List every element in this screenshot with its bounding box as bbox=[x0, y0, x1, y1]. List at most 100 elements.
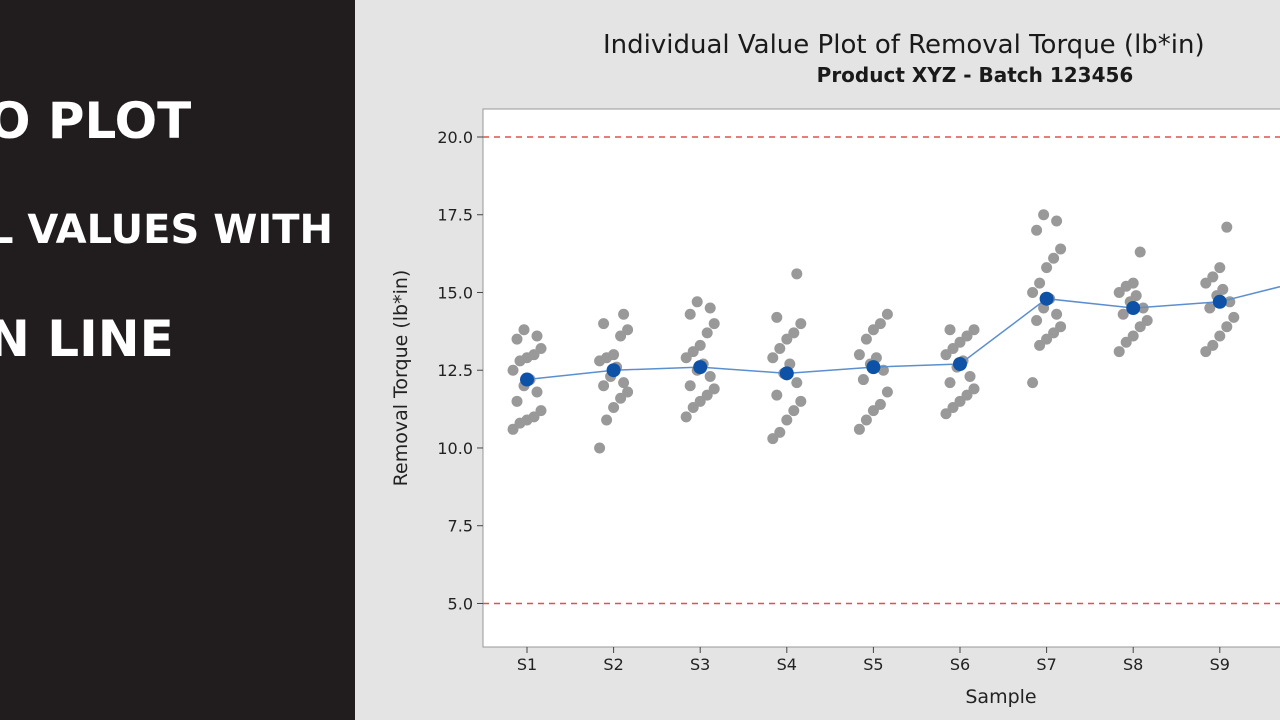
data-point-s3 bbox=[701, 327, 713, 339]
data-point-s1 bbox=[511, 333, 523, 345]
data-point-s9 bbox=[1214, 262, 1226, 274]
data-point-s6 bbox=[968, 324, 980, 336]
data-point-s4 bbox=[791, 377, 803, 389]
mean-marker-s1 bbox=[520, 372, 534, 387]
mean-marker-s5 bbox=[866, 360, 881, 375]
data-point-s1 bbox=[507, 364, 519, 376]
data-point-s2 bbox=[608, 349, 620, 361]
y-tick-label: 5.0 bbox=[448, 594, 473, 613]
data-point-s7 bbox=[1027, 286, 1039, 298]
data-point-s9 bbox=[1207, 271, 1219, 283]
data-point-s1 bbox=[531, 330, 543, 342]
data-point-s8 bbox=[1113, 346, 1125, 358]
x-tick-label: S8 bbox=[1123, 655, 1143, 674]
data-point-s8 bbox=[1127, 277, 1139, 289]
data-point-s5 bbox=[860, 414, 872, 426]
data-point-s5 bbox=[881, 386, 893, 398]
data-point-s6 bbox=[944, 324, 956, 336]
data-point-s5 bbox=[857, 374, 869, 386]
data-point-s5 bbox=[860, 333, 872, 345]
y-tick-label: 17.5 bbox=[437, 206, 473, 225]
x-tick-label: S3 bbox=[690, 655, 710, 674]
data-point-s1 bbox=[535, 342, 547, 354]
mean-marker-s6 bbox=[953, 357, 967, 372]
y-tick-label: 15.0 bbox=[437, 283, 473, 302]
data-point-s9 bbox=[1207, 339, 1219, 351]
data-point-s9 bbox=[1228, 311, 1240, 323]
data-point-s5 bbox=[853, 423, 865, 435]
x-tick-label: S6 bbox=[950, 655, 970, 674]
banner-line-3: N LINE bbox=[0, 310, 174, 368]
data-point-s7 bbox=[1051, 215, 1063, 227]
data-point-s2 bbox=[622, 324, 634, 336]
data-point-s3 bbox=[694, 339, 706, 351]
data-point-s6 bbox=[968, 383, 980, 395]
data-point-s2 bbox=[622, 386, 634, 398]
chart-panel: Individual Value Plot of Removal Torque … bbox=[355, 0, 1280, 720]
data-point-s1 bbox=[531, 386, 543, 398]
data-point-s3 bbox=[684, 308, 696, 320]
data-point-s4 bbox=[781, 414, 793, 426]
x-tick-label: S5 bbox=[863, 655, 883, 674]
y-tick-label: 7.5 bbox=[448, 517, 473, 536]
data-point-s7 bbox=[1055, 243, 1067, 255]
data-point-s4 bbox=[771, 389, 783, 401]
data-point-s3 bbox=[708, 383, 720, 395]
data-point-s1 bbox=[511, 395, 523, 407]
data-point-s7 bbox=[1055, 321, 1067, 333]
y-axis-label: Removal Torque (lb*in) bbox=[390, 270, 412, 487]
chart-title: Individual Value Plot of Removal Torque … bbox=[603, 30, 1205, 60]
data-point-s7 bbox=[1038, 209, 1050, 221]
data-point-s6 bbox=[964, 370, 976, 382]
data-point-s1 bbox=[518, 324, 530, 336]
data-point-s2 bbox=[618, 377, 630, 389]
mean-marker-s7 bbox=[1039, 291, 1054, 306]
y-tick-label: 20.0 bbox=[437, 128, 473, 147]
data-point-s8 bbox=[1134, 246, 1146, 258]
data-point-s7 bbox=[1031, 314, 1043, 326]
mean-connect-line bbox=[526, 285, 1280, 381]
data-point-s3 bbox=[684, 380, 696, 392]
data-point-s4 bbox=[774, 342, 786, 354]
x-axis-label: Sample bbox=[965, 686, 1036, 708]
data-point-s6 bbox=[944, 377, 956, 389]
data-point-s3 bbox=[704, 370, 716, 382]
mean-marker-s4 bbox=[779, 366, 794, 381]
data-point-s8 bbox=[1130, 290, 1142, 302]
data-point-s3 bbox=[704, 302, 716, 314]
data-point-s7 bbox=[1041, 262, 1053, 274]
data-point-s3 bbox=[708, 318, 720, 330]
data-point-s4 bbox=[795, 395, 807, 407]
x-tick-label: S2 bbox=[603, 655, 623, 674]
data-point-s7 bbox=[1027, 377, 1039, 389]
data-point-s5 bbox=[881, 308, 893, 320]
data-point-s4 bbox=[767, 352, 779, 364]
x-tick-label: S7 bbox=[1036, 655, 1056, 674]
title-banner: O PLOT L VALUES WITH N LINE bbox=[0, 0, 355, 720]
data-point-s5 bbox=[874, 398, 886, 410]
banner-line-1: O PLOT bbox=[0, 92, 192, 150]
data-point-s1 bbox=[535, 405, 547, 417]
data-point-s2 bbox=[594, 442, 606, 454]
data-point-s4 bbox=[791, 268, 803, 280]
data-point-s7 bbox=[1034, 277, 1046, 289]
data-point-s9 bbox=[1221, 321, 1233, 333]
individual-value-plot: Individual Value Plot of Removal Torque … bbox=[390, 30, 1280, 708]
data-point-s4 bbox=[771, 311, 783, 323]
data-point-s5 bbox=[874, 318, 886, 330]
chart-subtitle: Product XYZ - Batch 123456 bbox=[817, 63, 1134, 87]
data-point-s5 bbox=[853, 349, 865, 361]
y-tick-label: 12.5 bbox=[437, 361, 473, 380]
plot-area bbox=[482, 108, 1280, 648]
data-point-s9 bbox=[1214, 330, 1226, 342]
data-point-s8 bbox=[1117, 308, 1129, 320]
data-point-s2 bbox=[618, 308, 630, 320]
banner-line-2: L VALUES WITH bbox=[0, 207, 333, 253]
y-tick-label: 10.0 bbox=[437, 439, 473, 458]
data-point-s2 bbox=[601, 414, 613, 426]
x-tick-label: S4 bbox=[777, 655, 797, 674]
x-tick-label: S1 bbox=[517, 655, 537, 674]
data-point-s9 bbox=[1217, 283, 1229, 295]
data-point-s3 bbox=[691, 296, 703, 308]
data-point-s7 bbox=[1031, 224, 1043, 236]
